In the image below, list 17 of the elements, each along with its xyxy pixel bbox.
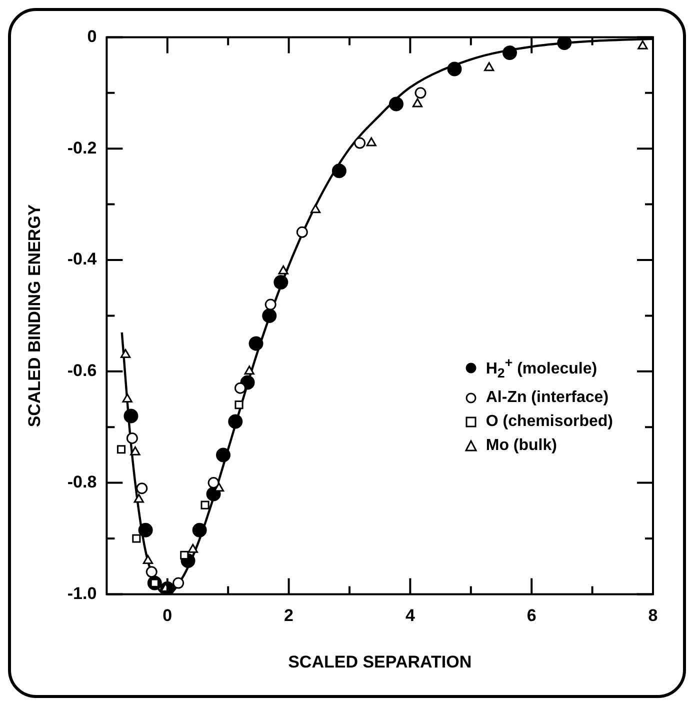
x-tick-label: 0 [162, 606, 172, 626]
x-tick-label: 2 [284, 606, 294, 626]
x-tick-label: 8 [648, 606, 658, 626]
legend-label: Al-Zn (interface) [486, 388, 609, 408]
legend-label: Mo (bulk) [486, 436, 557, 456]
y-tick-label: -0.4 [67, 250, 98, 269]
y-tick-label: -0.8 [67, 472, 97, 492]
x-tick-label: 6 [526, 606, 536, 626]
y-axis-title: SCALED BINDING ENERGY [24, 204, 44, 428]
x-tick-label: 4 [405, 606, 416, 626]
legend-label: O (chemisorbed) [486, 412, 613, 432]
y-tick-label: -0.6 [67, 361, 97, 380]
y-tick-label: -0.2 [67, 138, 97, 158]
y-tick-label: -1.0 [67, 584, 97, 603]
legend-label: H$_{2}$$^{+}$ (molecule) [486, 354, 598, 383]
y-tick-label: 0 [87, 26, 97, 46]
x-axis-title: SCALED SEPARATION [288, 652, 472, 672]
